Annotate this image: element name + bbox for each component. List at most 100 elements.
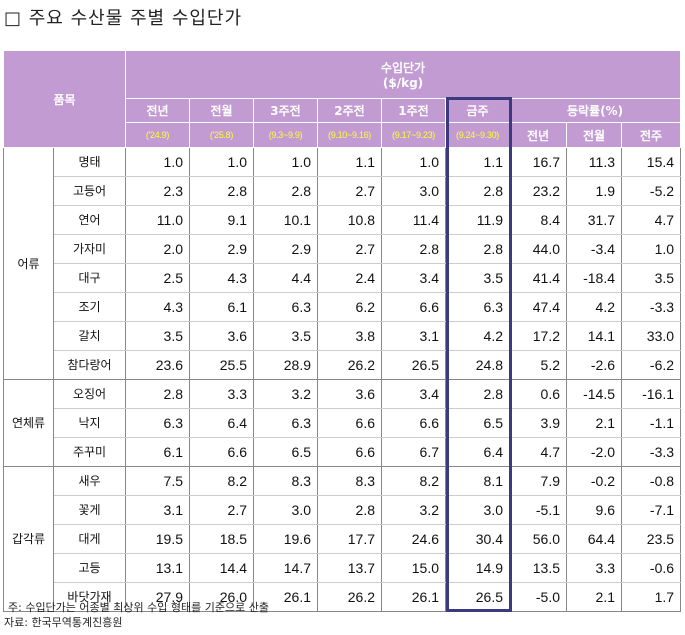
cell-value: 11.4 — [381, 205, 446, 235]
cell-value: 28.9 — [253, 350, 318, 380]
table-row: 꽃게 3.1 2.7 3.0 2.8 3.2 3.0 -5.1 9.6 -7.1 — [4, 495, 682, 525]
cell-value: 3.2 — [381, 495, 446, 525]
cell-value: 3.0 — [381, 176, 446, 206]
item-name: 낙지 — [53, 408, 126, 438]
cell-value: 6.6 — [317, 437, 382, 467]
cell-value: 26.2 — [317, 350, 382, 380]
cell-value: 7.5 — [125, 466, 190, 496]
cell-value: 1.0 — [253, 147, 318, 177]
cell-value: 9.6 — [566, 495, 622, 525]
notes: 주: 수입단가는 어종별 최상위 수입 형태를 기준으로 산출 자료: 한국무역… — [4, 600, 269, 630]
cell-value: 2.8 — [253, 176, 318, 206]
cell-value: -5.1 — [509, 495, 567, 525]
header-col: 전년 — [125, 98, 190, 123]
cell-value: 24.8 — [445, 350, 510, 380]
cell-value: 4.3 — [189, 263, 254, 293]
cell-value: 14.9 — [445, 553, 510, 583]
cell-value: 64.4 — [566, 524, 622, 554]
item-name: 꽃게 — [53, 495, 126, 525]
item-name: 주꾸미 — [53, 437, 126, 467]
header-col: 3주전 — [253, 98, 318, 123]
header-item: 품목 — [3, 50, 126, 148]
cell-value: 1.7 — [620, 582, 682, 612]
table-row: 연체류 오징어 2.8 3.3 3.2 3.6 3.4 2.8 0.6 -14.5 -16.1 — [3, 379, 682, 467]
cell-value: 6.5 — [445, 408, 510, 438]
cell-value: 2.1 — [566, 582, 622, 612]
cell-value: 6.6 — [381, 292, 446, 322]
cell-value: 10.8 — [317, 205, 382, 235]
item-name: 조기 — [53, 292, 126, 322]
cell-value: 3.5 — [125, 321, 190, 351]
cell-value: 13.1 — [125, 553, 190, 583]
cell-value: 1.0 — [381, 147, 446, 177]
cell-value: 11.9 — [445, 205, 510, 235]
cell-value: 24.6 — [381, 524, 446, 554]
cell-value: 6.4 — [189, 408, 254, 438]
cell-value: 41.4 — [509, 263, 567, 293]
cell-value: 2.7 — [189, 495, 254, 525]
price-unit-label: ($/kg) — [382, 76, 424, 90]
item-name: 대게 — [53, 524, 126, 554]
cell-value: 13.5 — [509, 553, 567, 583]
cell-value: 4.7 — [620, 205, 682, 235]
cell-value: 3.0 — [445, 495, 510, 525]
cell-value: 19.6 — [253, 524, 318, 554]
cell-value: 0.6 — [509, 379, 567, 409]
cell-value: -16.1 — [620, 379, 682, 409]
cell-value: 2.0 — [125, 234, 190, 264]
cell-value: 30.4 — [445, 524, 510, 554]
header-price-group: 수입단가 ($/kg) — [124, 50, 682, 99]
item-name: 참다랑어 — [53, 350, 126, 380]
cell-value: 1.0 — [125, 147, 190, 177]
cell-value: -3.3 — [620, 292, 682, 322]
cell-value: 2.4 — [317, 263, 382, 293]
header-rate-col: 전년 — [509, 122, 567, 148]
cell-value: 19.5 — [125, 524, 190, 554]
item-name: 연어 — [53, 205, 126, 235]
cell-value: 4.7 — [509, 437, 567, 467]
table-row: 가자미 2.0 2.9 2.9 2.7 2.8 2.8 44.0 -3.4 1.0 — [4, 234, 682, 264]
source-text: 자료: 한국무역통계진흥원 — [4, 616, 123, 629]
cell-value: 3.5 — [253, 321, 318, 351]
header-rate-col: 전주 — [620, 122, 682, 148]
page-title: □ 주요 수산물 주별 수입단가 — [4, 8, 243, 29]
cell-value: 10.1 — [253, 205, 318, 235]
cell-value: -1.1 — [620, 408, 682, 438]
cell-value: 8.4 — [509, 205, 567, 235]
cell-value: -0.6 — [620, 553, 682, 583]
header-period: (9.24~9.30) — [445, 122, 510, 148]
cell-value: 15.4 — [620, 147, 682, 177]
cell-value: 14.4 — [189, 553, 254, 583]
cell-value: 2.1 — [566, 408, 622, 438]
table-row: 갑각류 새우 7.5 8.2 8.3 8.3 8.2 8.1 7.9 -0.2 -0.8 — [3, 466, 682, 612]
table-row: 주꾸미 6.1 6.6 6.5 6.6 6.7 6.4 4.7 -2.0 -3.3 — [4, 437, 682, 467]
item-name: 갈치 — [53, 321, 126, 351]
cell-value: 26.5 — [445, 582, 510, 612]
cell-value: 11.0 — [125, 205, 190, 235]
cell-value: 17.2 — [509, 321, 567, 351]
note-text: 주: 수입단가는 어종별 최상위 수입 형태를 기준으로 산출 — [8, 601, 269, 614]
cell-value: -2.6 — [566, 350, 622, 380]
table-row: 고등 13.1 14.4 14.7 13.7 15.0 14.9 13.5 3.3 -0.6 — [4, 553, 682, 583]
cell-value: 6.5 — [253, 437, 318, 467]
cell-value: 6.3 — [125, 408, 190, 438]
cell-value: 3.8 — [317, 321, 382, 351]
table-row: 대구 2.5 4.3 4.4 2.4 3.4 3.5 41.4 -18.4 3.5 — [4, 263, 682, 293]
cell-value: 2.8 — [445, 234, 510, 264]
cell-value: -0.8 — [620, 466, 682, 496]
cell-value: 15.0 — [381, 553, 446, 583]
cell-value: 14.1 — [566, 321, 622, 351]
item-name: 명태 — [53, 147, 126, 177]
cell-value: -14.5 — [566, 379, 622, 409]
cell-value: -5.2 — [620, 176, 682, 206]
cell-value: 6.2 — [317, 292, 382, 322]
item-name: 고등 — [53, 553, 126, 583]
price-group-label: 수입단가 — [380, 61, 426, 75]
group-label: 갑각류 — [3, 466, 54, 612]
table-row: 대게 19.5 18.5 19.6 17.7 24.6 30.4 56.0 64.4 23.5 — [4, 524, 682, 554]
cell-value: 56.0 — [509, 524, 567, 554]
cell-value: 6.3 — [253, 408, 318, 438]
cell-value: 8.3 — [253, 466, 318, 496]
cell-value: 8.2 — [381, 466, 446, 496]
cell-value: -2.0 — [566, 437, 622, 467]
